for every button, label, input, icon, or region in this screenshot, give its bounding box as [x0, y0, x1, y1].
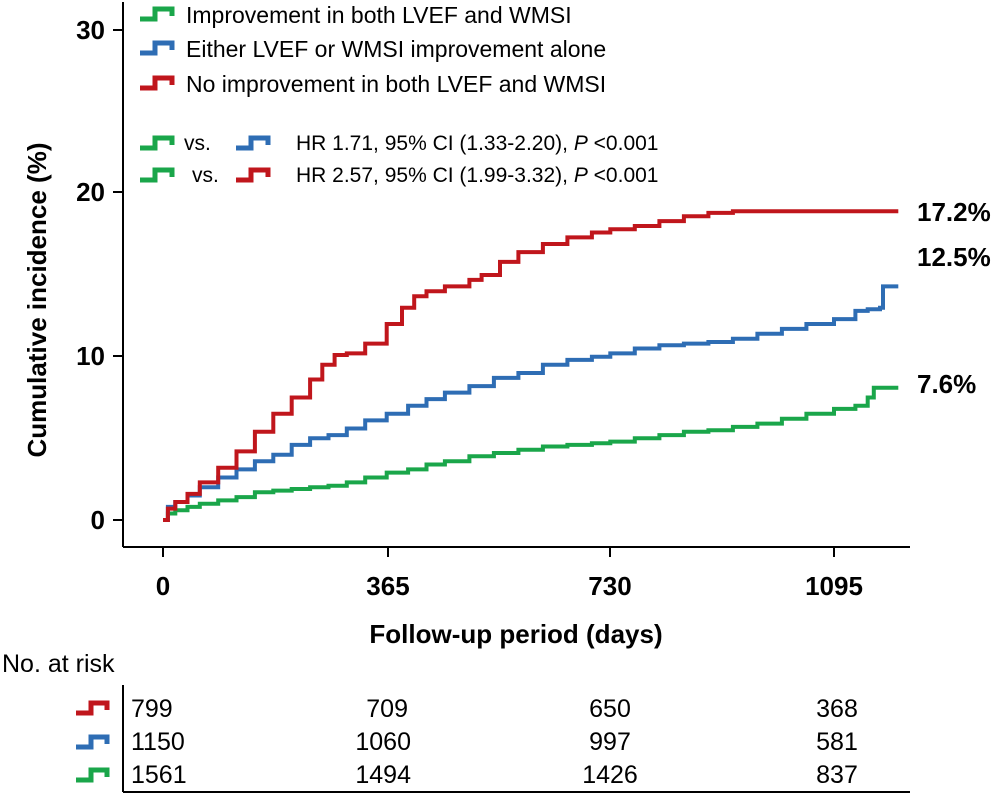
- risk-swatch-red: [76, 700, 110, 716]
- risk-green-365: 1494: [355, 761, 411, 789]
- x-tick-label-0: 0: [156, 571, 170, 601]
- hr1-text: HR 1.71, 95% CI (1.33-2.20), P <0.001: [296, 132, 658, 155]
- hr2-vs-label: vs.: [192, 164, 219, 187]
- legend-label-either: Either LVEF or WMSI improvement alone: [186, 36, 606, 62]
- end-label-no-improvement: 17.2%: [917, 197, 991, 227]
- y-ticks: 30 20 10 0: [76, 15, 123, 535]
- risk-green-1095: 837: [816, 761, 858, 789]
- y-tick-label-10: 10: [76, 341, 105, 371]
- series-line-both-improvement: [163, 385, 899, 522]
- hr1-swatch-green: [140, 135, 175, 151]
- x-axis-title: Follow-up period (days): [369, 619, 662, 649]
- x-tick-label-365: 365: [366, 571, 409, 601]
- legend-swatch-either: [140, 40, 175, 56]
- hr2-stat: HR 2.57, 95% CI (1.99-3.32),: [296, 164, 574, 187]
- legend-label-both: Improvement in both LVEF and WMSI: [186, 2, 572, 28]
- y-tick-label-0: 0: [91, 505, 105, 535]
- hr2-text: HR 2.57, 95% CI (1.99-3.32), P <0.001: [296, 164, 658, 187]
- end-label-either-improvement: 12.5%: [917, 242, 991, 272]
- legend-swatch-none: [140, 75, 175, 91]
- x-tick-label-730: 730: [588, 571, 631, 601]
- risk-red-1095: 368: [816, 695, 858, 723]
- series-line-either-improvement: [163, 284, 899, 522]
- risk-table-title: No. at risk: [2, 650, 115, 678]
- risk-blue-730: 997: [589, 728, 631, 756]
- x-ticks: 0 365 730 1095: [156, 547, 863, 601]
- hr2-p-value: <0.001: [588, 164, 659, 187]
- hr1-p-value: <0.001: [588, 132, 659, 155]
- x-tick-label-1095: 1095: [805, 571, 863, 601]
- hr1-p-symbol: P: [574, 132, 588, 155]
- risk-blue-1095: 581: [816, 728, 858, 756]
- legend: Improvement in both LVEF and WMSI Either…: [140, 2, 606, 97]
- legend-swatch-both: [140, 6, 175, 22]
- legend-label-none: No improvement in both LVEF and WMSI: [186, 71, 606, 97]
- risk-green-730: 1426: [582, 761, 638, 789]
- hr1-swatch-blue: [236, 135, 271, 151]
- risk-swatch-blue: [76, 734, 110, 750]
- y-tick-label-30: 30: [76, 15, 105, 45]
- y-tick-label-20: 20: [76, 177, 105, 207]
- hr2-swatch-green: [140, 167, 175, 183]
- risk-blue-0: 1150: [131, 728, 185, 756]
- risk-table: No. at risk 799 709 650 368 1150 1060 99…: [2, 650, 910, 793]
- risk-red-365: 709: [366, 695, 408, 723]
- risk-red-0: 799: [131, 695, 173, 723]
- risk-green-0: 1561: [131, 761, 187, 789]
- y-axis-title: Cumulative incidence (%): [22, 143, 52, 458]
- series-line-no-improvement: [163, 209, 899, 522]
- risk-blue-365: 1060: [355, 728, 411, 756]
- series-lines: [163, 209, 899, 522]
- hazard-ratio-annotations: vs. HR 1.71, 95% CI (1.33-2.20), P <0.00…: [140, 132, 658, 187]
- end-label-both-improvement: 7.6%: [917, 369, 976, 399]
- risk-red-730: 650: [589, 695, 631, 723]
- hr2-p-symbol: P: [574, 164, 588, 187]
- hr1-vs-label: vs.: [184, 132, 211, 155]
- hr1-stat: HR 1.71, 95% CI (1.33-2.20),: [296, 132, 574, 155]
- hr2-swatch-red: [236, 167, 271, 183]
- risk-swatch-green: [76, 767, 110, 783]
